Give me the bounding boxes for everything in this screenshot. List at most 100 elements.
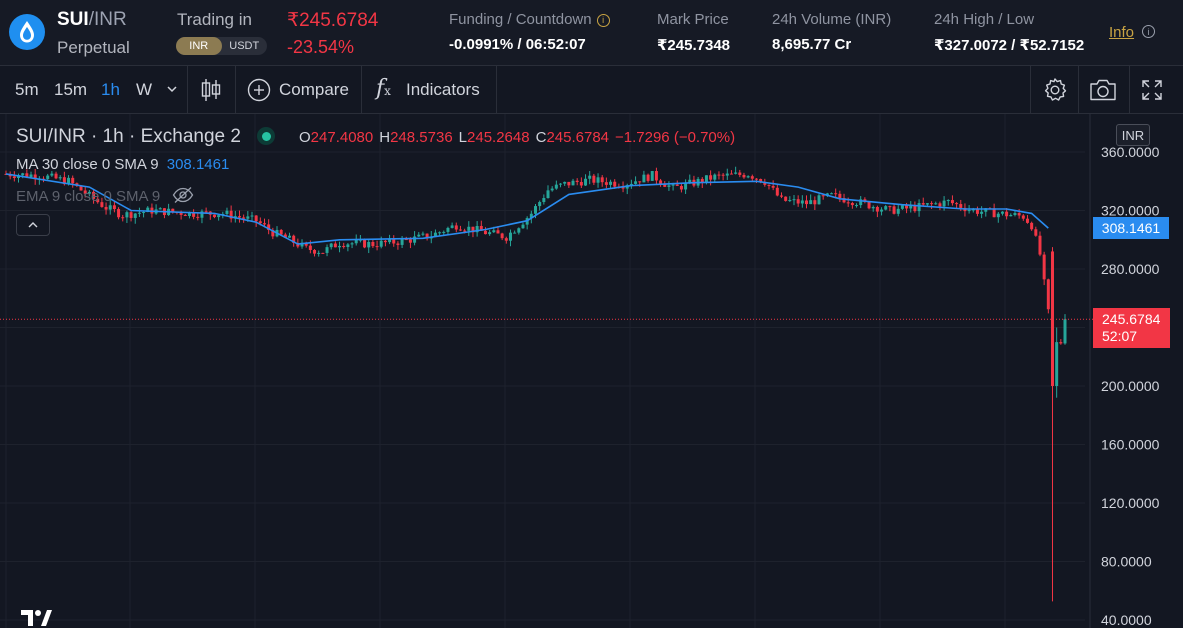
candle-body bbox=[959, 204, 963, 208]
timeframe-15m[interactable]: 15m bbox=[54, 80, 88, 99]
currency-option-inr[interactable]: INR bbox=[176, 37, 222, 55]
price-axis-tick: 40.0000 bbox=[1101, 612, 1152, 628]
fx-glyph: f bbox=[376, 76, 385, 101]
candle-body bbox=[846, 202, 850, 204]
last-price: ₹245.6784 bbox=[287, 10, 379, 31]
candle-body bbox=[129, 212, 133, 218]
info-icon[interactable]: i bbox=[1142, 25, 1155, 38]
candle-body bbox=[229, 210, 233, 219]
candle-body bbox=[867, 201, 871, 209]
candle-body bbox=[454, 225, 458, 230]
candle-type-icon[interactable] bbox=[199, 77, 223, 108]
price-axis-tick: 200.0000 bbox=[1101, 378, 1160, 394]
candle-body bbox=[584, 178, 588, 186]
toolbar-divider bbox=[235, 66, 236, 114]
timeframe-dropdown-chevron-icon[interactable] bbox=[165, 82, 179, 101]
candle-body bbox=[984, 208, 988, 212]
candle-body bbox=[458, 229, 462, 231]
axis-currency-badge[interactable]: INR bbox=[1116, 124, 1150, 146]
candle-body bbox=[679, 185, 683, 190]
indicators-button[interactable]: Indicators bbox=[406, 80, 480, 99]
candle-body bbox=[21, 173, 25, 176]
candle-body bbox=[79, 185, 83, 191]
eye-hidden-icon[interactable] bbox=[172, 186, 194, 208]
candle-body bbox=[671, 184, 675, 186]
candle-body bbox=[642, 174, 646, 183]
toolbar-divider bbox=[1078, 66, 1079, 114]
funding-info-icon[interactable]: i bbox=[596, 13, 610, 27]
candle-body bbox=[729, 173, 733, 175]
candle-body bbox=[688, 179, 692, 183]
indicators-fx-icon[interactable]: fx bbox=[376, 76, 391, 101]
candle-body bbox=[925, 203, 929, 205]
currency-toggle[interactable]: INR USDT bbox=[176, 37, 267, 55]
ohlc-open-label: O bbox=[299, 129, 311, 146]
candle-body bbox=[125, 212, 129, 218]
tradingview-logo-icon[interactable] bbox=[20, 606, 52, 628]
timeframe-5m[interactable]: 5m bbox=[15, 80, 39, 99]
candle-body bbox=[517, 228, 521, 233]
collapse-legend-button[interactable] bbox=[16, 214, 50, 236]
currency-option-usdt[interactable]: USDT bbox=[229, 40, 260, 52]
ohlc-change: −1.7296 (−0.70%) bbox=[615, 129, 736, 146]
toolbar-divider bbox=[1129, 66, 1130, 114]
candle-body bbox=[542, 198, 546, 203]
candle-body bbox=[550, 188, 554, 191]
compare-plus-icon[interactable] bbox=[247, 78, 271, 107]
candle-body bbox=[483, 230, 487, 235]
candle-body bbox=[313, 249, 317, 254]
candle-body bbox=[855, 205, 859, 207]
candle-body bbox=[788, 200, 792, 202]
timeframe-w[interactable]: W bbox=[136, 80, 153, 99]
candle-body bbox=[830, 193, 834, 195]
ema-legend[interactable]: EMA 9 close 0 SMA 9 bbox=[16, 186, 194, 208]
fullscreen-icon[interactable] bbox=[1141, 79, 1163, 106]
candle-body bbox=[613, 181, 617, 187]
pair-name[interactable]: SUI/INR bbox=[57, 9, 127, 31]
candle-body bbox=[775, 187, 779, 196]
settings-gear-icon[interactable] bbox=[1042, 77, 1068, 108]
candle-body bbox=[350, 243, 354, 245]
candle-body bbox=[404, 239, 408, 241]
candle-body bbox=[246, 216, 250, 219]
candle-body bbox=[571, 180, 575, 186]
candle-body bbox=[950, 200, 954, 204]
high-low-label: 24h High / Low bbox=[934, 11, 1035, 28]
candle-body bbox=[479, 226, 483, 231]
candle-body bbox=[321, 252, 325, 254]
candle-body bbox=[1059, 342, 1063, 344]
candle-body bbox=[634, 181, 638, 184]
info-link[interactable]: Info bbox=[1109, 24, 1135, 41]
candle-body bbox=[325, 247, 329, 253]
candle-body bbox=[934, 203, 938, 205]
price-axis-tick: 280.0000 bbox=[1101, 261, 1160, 277]
candle-body bbox=[179, 212, 183, 215]
funding-label: Funding / Countdown i bbox=[449, 11, 610, 28]
pair-base: SUI bbox=[57, 9, 89, 30]
candle-body bbox=[417, 234, 421, 237]
price-axis-tick: 160.0000 bbox=[1101, 437, 1160, 453]
mark-price-label: Mark Price bbox=[657, 11, 729, 28]
ticker-header: SUI/INR Perpetual Trading in INR USDT ₹2… bbox=[0, 0, 1183, 66]
ma-legend[interactable]: MA 30 close 0 SMA 9 308.1461 bbox=[16, 156, 229, 173]
candle-body bbox=[930, 203, 934, 205]
candle-body bbox=[592, 175, 596, 183]
candle-body bbox=[884, 206, 888, 210]
candle-body bbox=[333, 243, 337, 248]
contract-type: Perpetual bbox=[57, 38, 130, 57]
candle-body bbox=[834, 193, 838, 195]
candle-body bbox=[967, 209, 971, 212]
candle-body bbox=[100, 202, 104, 207]
candle-body bbox=[33, 174, 37, 180]
camera-snapshot-icon[interactable] bbox=[1089, 78, 1117, 107]
candle-body bbox=[771, 185, 775, 188]
candle-body bbox=[442, 231, 446, 233]
candle-body bbox=[292, 235, 296, 243]
candle-body bbox=[646, 174, 650, 181]
candle-body bbox=[784, 196, 788, 201]
candle-body bbox=[1046, 279, 1050, 310]
compare-button[interactable]: Compare bbox=[279, 80, 349, 99]
candle-body bbox=[871, 207, 875, 209]
timeframe-1h[interactable]: 1h bbox=[101, 80, 120, 99]
